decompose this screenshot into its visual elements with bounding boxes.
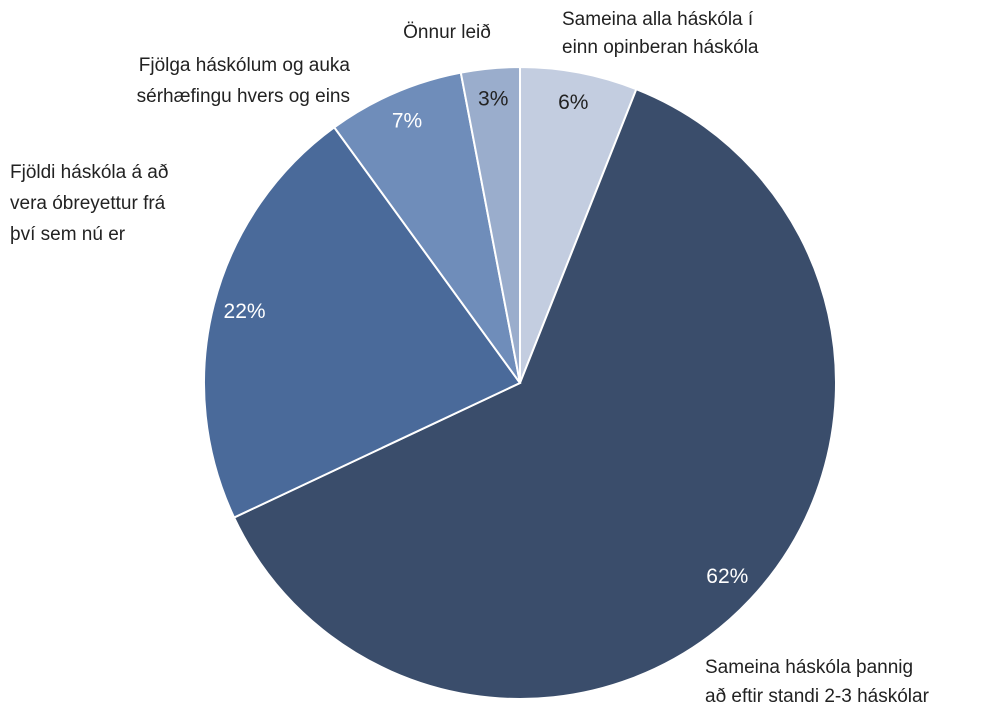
pie-slice <box>203 125 522 519</box>
category-label-line: einn opinberan háskóla <box>562 37 759 58</box>
category-label: Fjölga háskólum og auka sérhæfingu hvers … <box>137 55 351 107</box>
category-label-line: Sameina háskóla þannig <box>705 657 913 678</box>
category-label-line: því sem nú er <box>10 224 126 245</box>
pie-slice <box>519 65 638 384</box>
pie-slice <box>459 65 521 384</box>
pie-slice <box>332 71 521 384</box>
category-label: Sameina háskóla þannig að eftir standi 2-… <box>705 657 930 707</box>
value-label: 22% <box>224 300 266 323</box>
category-label-line: Fjöldi háskóla á að <box>10 162 168 183</box>
value-label: 7% <box>392 110 422 133</box>
value-label: 62% <box>706 565 748 588</box>
category-label-line: að eftir standi 2-3 háskólar <box>705 686 930 707</box>
category-label: Sameina alla háskóla í einn opinberan hás… <box>562 9 759 58</box>
pie-slice <box>232 87 837 700</box>
category-label: Önnur leið <box>403 22 491 43</box>
category-label-line: Sameina alla háskóla í <box>562 9 754 30</box>
category-label-line: vera óbreyettur frá <box>10 193 166 214</box>
value-label: 3% <box>478 87 508 110</box>
category-label: Fjöldi háskóla á að vera óbreyettur frá þv… <box>10 162 168 245</box>
category-label-line: sérhæfingu hvers og eins <box>137 86 350 107</box>
value-label: 6% <box>558 91 588 114</box>
category-label-line: Önnur leið <box>403 22 491 43</box>
category-label-line: Fjölga háskólum og auka <box>139 55 351 76</box>
